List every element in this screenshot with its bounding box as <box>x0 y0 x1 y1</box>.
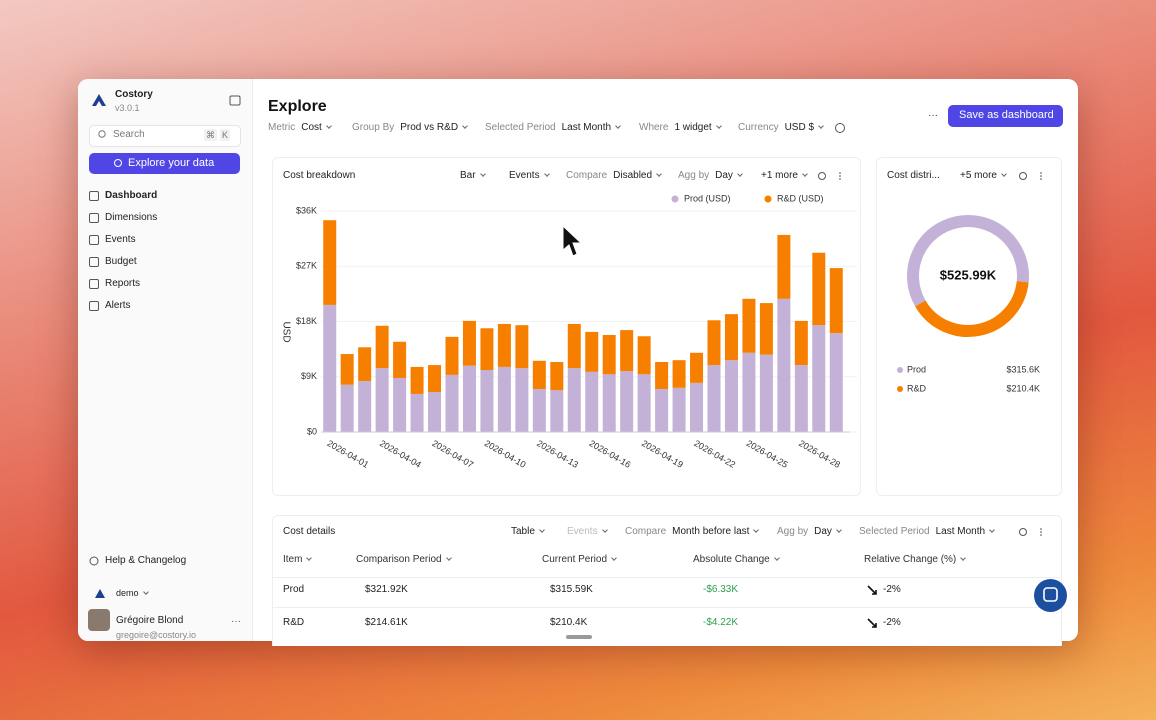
toolbar-control[interactable]: +5 more <box>960 170 1006 182</box>
row-label: Prod <box>283 584 305 595</box>
table-cell: $214.61K <box>365 617 408 628</box>
chat-button[interactable] <box>1034 579 1067 612</box>
table-cell: $315.59K <box>550 584 593 595</box>
filter[interactable]: Where 1 widget <box>639 122 721 134</box>
avatar <box>88 609 110 631</box>
details-panel <box>272 515 1062 646</box>
nav-icon <box>89 191 99 201</box>
shortcut-key: ⌘ <box>204 129 217 141</box>
search-box[interactable] <box>89 125 241 147</box>
control-label: Agg by <box>678 170 710 181</box>
control-value: +5 more <box>960 170 1006 181</box>
control-label: Selected Period <box>485 122 556 133</box>
control-value: +1 more <box>761 170 807 181</box>
control-value: USD $ <box>785 122 823 133</box>
column-header: Item <box>283 554 311 566</box>
panel-title: Cost distri... <box>887 170 940 181</box>
nav-icon <box>89 301 99 311</box>
control-label: Compare <box>625 526 667 537</box>
column-header: Absolute Change <box>693 554 779 566</box>
control-label: Group By <box>352 122 395 133</box>
control-label: Selected Period <box>859 526 930 537</box>
control-value: Events <box>509 170 549 181</box>
table-cell: $321.92K <box>365 584 408 595</box>
control-value: Events <box>567 526 607 537</box>
control-value: Table <box>511 526 544 537</box>
table-cell: -2% <box>883 617 901 628</box>
control-value: Bar <box>460 170 485 181</box>
nav-icon <box>89 257 99 267</box>
control-value: Day <box>715 170 742 181</box>
explore-label: Explore your data <box>128 157 215 169</box>
nav-item[interactable]: Alerts <box>105 300 131 311</box>
help-link: Help & Changelog <box>105 555 187 566</box>
control-label: Compare <box>566 170 608 181</box>
app-version: v3.0.1 <box>115 103 140 113</box>
panel-title: Cost breakdown <box>283 170 356 181</box>
search-placeholder: Search <box>113 129 145 140</box>
workspace: demo <box>116 587 148 599</box>
toolbar-control[interactable]: Selected Period Last Month <box>859 526 994 538</box>
table-cell: -$4.22K <box>703 617 739 628</box>
control-value: Disabled <box>613 170 661 181</box>
toolbar-control[interactable]: Agg by Day <box>678 170 742 182</box>
nav-item[interactable]: Reports <box>105 278 141 289</box>
explore-button[interactable] <box>89 153 240 174</box>
control-value: Day <box>814 526 841 537</box>
row-divider <box>272 577 1060 578</box>
nav-item[interactable]: Budget <box>105 256 137 267</box>
toolbar-control[interactable]: +1 more <box>761 170 807 182</box>
toolbar-control[interactable]: Table <box>511 526 544 538</box>
table-cell: -$6.33K <box>703 584 739 595</box>
filter[interactable]: Selected Period Last Month <box>485 122 620 134</box>
nav-item[interactable]: Dashboard <box>105 190 158 201</box>
toolbar-control[interactable]: Events <box>509 170 549 182</box>
nav-item[interactable]: Dimensions <box>105 212 158 223</box>
control-label: Currency <box>738 122 779 133</box>
app-name: Costory <box>115 89 153 100</box>
control-label: Metric <box>268 122 296 133</box>
control-label: Agg by <box>777 526 809 537</box>
table-cell: $210.4K <box>550 617 588 628</box>
nav-item[interactable]: Events <box>105 234 136 245</box>
control-value: Prod vs R&D <box>400 122 467 133</box>
save-button[interactable] <box>948 105 1063 127</box>
user-menu: ··· <box>231 616 241 627</box>
control-value: 1 widget <box>674 122 720 133</box>
control-value: Cost <box>301 122 331 133</box>
page-title: Explore <box>268 98 327 115</box>
toolbar-control[interactable]: Events <box>567 526 607 538</box>
control-value: Last Month <box>936 526 994 537</box>
breakdown-panel <box>272 157 861 496</box>
filter[interactable]: Metric Cost <box>268 122 331 134</box>
scroll-handle[interactable] <box>566 635 592 639</box>
toolbar-control[interactable]: Compare Disabled <box>566 170 661 182</box>
toolbar-control[interactable]: Compare Month before last <box>625 526 758 538</box>
user-name: Grégoire Blond <box>116 615 184 626</box>
row-divider <box>272 607 1060 608</box>
shortcut-key: K <box>220 129 231 141</box>
control-label: Where <box>639 122 669 133</box>
nav-icon <box>89 279 99 289</box>
row-label: R&D <box>283 617 305 628</box>
control-value: Month before last <box>672 526 758 537</box>
toolbar-control[interactable]: Agg by Day <box>777 526 841 538</box>
filter[interactable]: Group By Prod vs R&D <box>352 122 467 134</box>
control-value: Last Month <box>562 122 620 133</box>
more-menu: ··· <box>928 110 938 121</box>
nav-icon <box>89 235 99 245</box>
toolbar-control[interactable]: Bar <box>460 170 485 182</box>
user-email: gregoire@costory.io <box>116 630 197 640</box>
save-label: Save as dashboard <box>959 109 1054 121</box>
panel-title: Cost details <box>283 526 336 537</box>
column-header: Comparison Period <box>356 554 451 566</box>
column-header: Relative Change (%) <box>864 554 965 566</box>
column-header: Current Period <box>542 554 616 566</box>
distribution-panel <box>876 157 1062 496</box>
table-cell: -2% <box>883 584 901 595</box>
filter[interactable]: Currency USD $ <box>738 122 823 134</box>
nav-icon <box>89 213 99 223</box>
